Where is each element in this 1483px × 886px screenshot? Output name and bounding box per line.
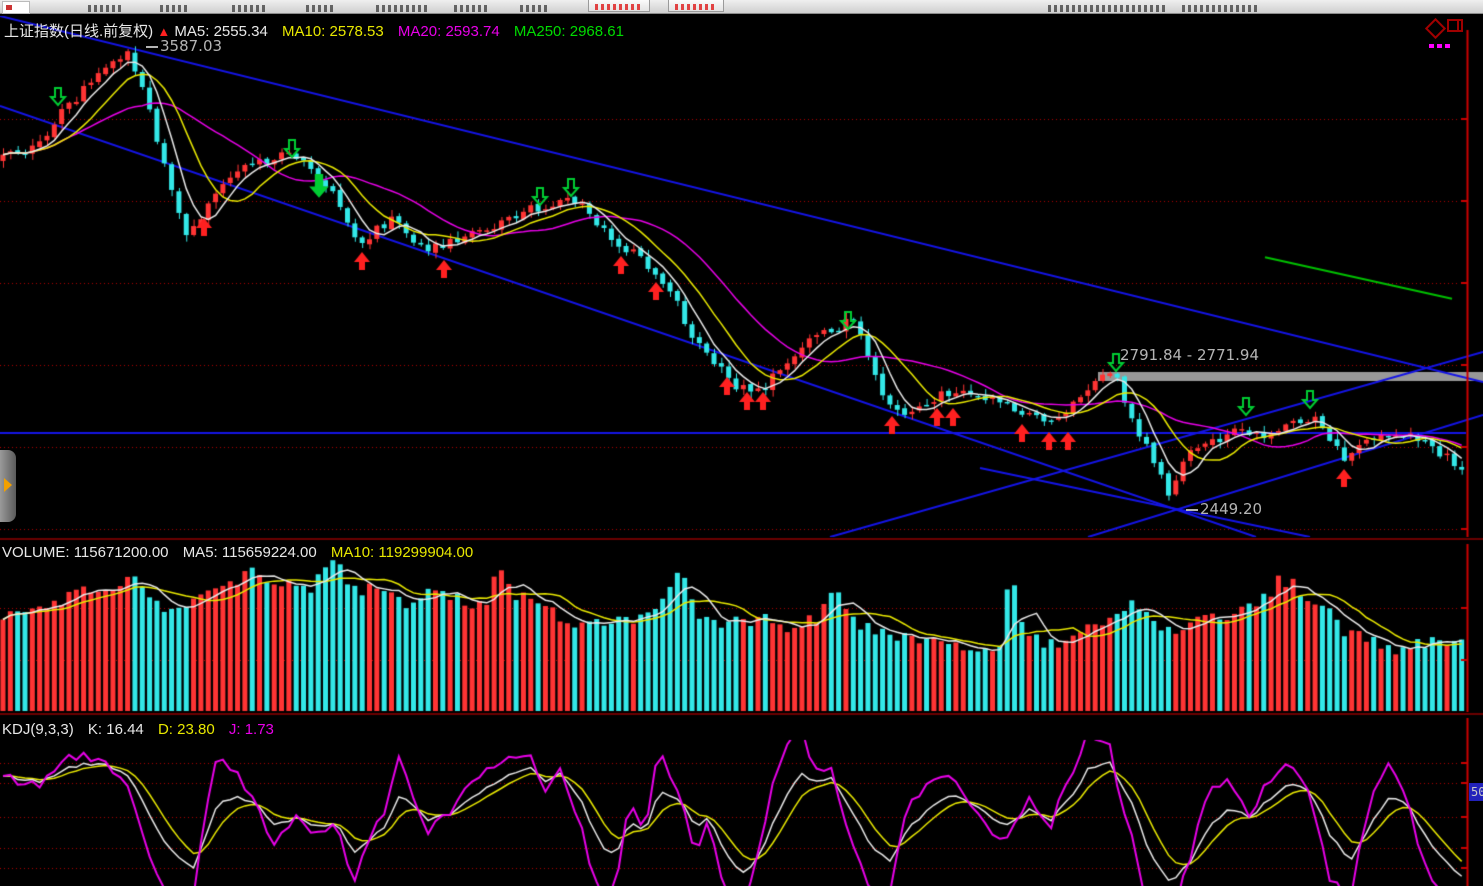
menu-item[interactable] <box>232 5 266 12</box>
gap-range-label: 2791.84 - 2771.94 <box>1120 346 1260 364</box>
sidebar-expand-tab[interactable] <box>0 450 16 522</box>
ma5-label: MA5: <box>174 23 210 40</box>
ma250-value: 2968.61 <box>569 23 624 40</box>
main-chart-pane[interactable] <box>0 14 1483 538</box>
magenta-dash-icon <box>1445 44 1450 48</box>
kdj-j-value: 1.73 <box>244 721 274 738</box>
ma20-label: MA20: <box>397 23 442 40</box>
kdj-pane[interactable] <box>0 716 1483 886</box>
peak-price-label: 3587.03 <box>146 37 222 55</box>
menu-item[interactable] <box>520 5 550 12</box>
menu-hot-button[interactable] <box>668 0 724 12</box>
vol-ma5-value: 115659224.00 <box>221 544 317 561</box>
pointer-dash <box>1186 508 1198 511</box>
app-logo-icon <box>2 1 30 14</box>
menu-item[interactable] <box>88 5 122 12</box>
pointer-dash <box>146 45 158 48</box>
vol-ma5-label: MA5: <box>182 544 218 561</box>
kdj-label: KDJ(9,3,3) <box>2 721 74 738</box>
volume-header: VOLUME: 115671200.00 MA5: 115659224.00 M… <box>2 544 473 561</box>
menu-item[interactable] <box>376 5 428 12</box>
volume-pane[interactable] <box>0 540 1483 713</box>
magenta-dash-icon <box>1437 44 1442 48</box>
volume-value: 115671200.00 <box>73 544 169 561</box>
split-window-icon[interactable] <box>1447 19 1463 32</box>
ma5-value: 2555.34 <box>213 23 268 40</box>
kdj-d-label: D: <box>157 721 173 738</box>
menu-hot-button[interactable] <box>588 0 650 12</box>
menu-bar[interactable] <box>0 0 1483 14</box>
volume-label: VOLUME: <box>2 544 70 561</box>
ma20-value: 2593.74 <box>445 23 500 40</box>
kdj-header: KDJ(9,3,3) K: 16.44 D: 23.80 J: 1.73 <box>2 721 274 738</box>
menu-item[interactable] <box>454 5 488 12</box>
chart-title: 上证指数(日线.前复权) <box>4 23 154 40</box>
ma250-label: MA250: <box>513 23 566 40</box>
kdj-j-label: J: <box>228 721 241 738</box>
up-arrow-icon: ▲ <box>157 24 171 39</box>
menu-item[interactable] <box>1182 5 1260 12</box>
kdj-level-tag: 50 <box>1469 783 1483 801</box>
expand-arrow-icon <box>4 478 12 492</box>
menu-item[interactable] <box>306 5 336 12</box>
low-price-label: 2449.20 <box>1186 500 1262 518</box>
vol-ma10-value: 119299904.00 <box>378 544 474 561</box>
kdj-k-value: 16.44 <box>106 721 144 738</box>
menu-item[interactable] <box>160 5 190 12</box>
vol-ma10-label: MA10: <box>330 544 375 561</box>
kdj-k-label: K: <box>87 721 103 738</box>
menu-item[interactable] <box>1048 5 1168 12</box>
kdj-d-value: 23.80 <box>177 721 215 738</box>
magenta-dash-icon <box>1429 44 1434 48</box>
main-chart-header: 上证指数(日线.前复权) ▲ MA5: 2555.34 MA10: 2578.5… <box>4 20 624 41</box>
ma10-value: 2578.53 <box>329 23 384 40</box>
right-price-axis <box>1464 14 1474 886</box>
ma10-label: MA10: <box>281 23 326 40</box>
